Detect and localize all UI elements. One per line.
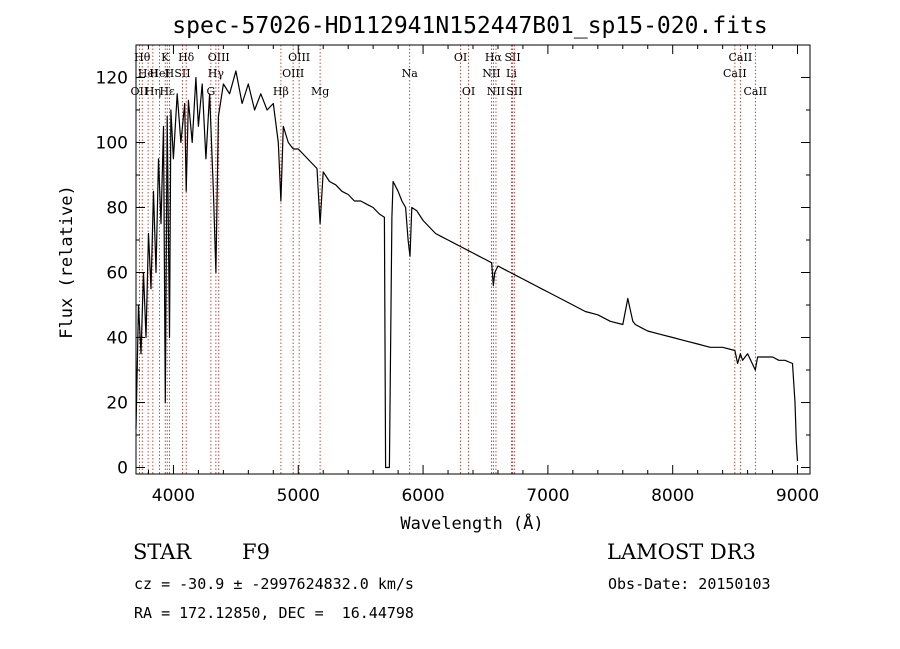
line-marker-label: Na [402,67,419,80]
line-marker-label: SII [174,67,190,80]
line-marker-label: OIII [208,51,230,64]
line-marker-label: NII [482,67,500,80]
axis-ticks: 4000 5000 6000 7000 8000 9000 0 20 40 60 80 100 120 [96,45,819,506]
y-tick-label: 60 [106,264,128,284]
coordinates-line: RA = 172.12850, DEC = 16.44798 [134,604,414,622]
observation-date: Obs-Date: 20150103 [608,575,771,593]
line-marker-label: Hε [160,85,176,98]
spectrum-line [135,70,799,469]
survey-name: LAMOST DR3 [607,540,756,564]
line-marker-label: CaII [723,67,747,80]
line-marker-label: CaII [729,51,753,64]
line-marker-label: OII [131,85,149,98]
object-subclass: F9 [242,540,270,564]
line-marker-label: OI [454,51,467,64]
line-marker-label: SII [504,51,520,64]
x-tick-label: 4000 [152,486,195,506]
line-marker-label: G [206,85,215,98]
line-marker-label: Hθ [134,51,151,64]
line-marker-label: Mg [311,85,329,98]
line-marker-label: Hη [145,85,161,98]
x-tick-label: 9000 [776,486,819,506]
y-tick-label: 20 [106,394,128,414]
y-axis-label: Flux (relative) [57,185,77,339]
y-tick-label: 40 [106,329,128,349]
x-axis-label: Wavelength (Å) [400,512,543,534]
line-marker-label: NII [487,85,505,98]
x-tick-label: 6000 [401,486,444,506]
line-marker-label: Hβ [273,85,289,98]
line-marker-label: OI [462,85,475,98]
plot-frame [135,44,811,475]
y-tick-label: 80 [106,199,128,219]
y-tick-label: 120 [96,69,128,89]
x-tick-label: 5000 [277,486,320,506]
y-tick-label: 100 [96,134,128,154]
line-marker-label: K [161,51,170,64]
line-marker-label: H [165,67,175,80]
line-marker-label: Hα [485,51,503,64]
line-marker-label: Hδ [178,51,195,64]
line-marker-label: Li [506,67,517,80]
line-marker-label: CaII [743,85,767,98]
x-tick-label: 7000 [526,486,569,506]
line-marker-label: SII [506,85,522,98]
line-marker-label: Hγ [208,67,225,80]
object-class: STAR [133,540,192,564]
line-marker-label: OIII [288,51,310,64]
line-marker-label: OIII [282,67,304,80]
x-tick-label: 8000 [651,486,694,506]
line-marker-label: HeI [149,67,169,80]
redshift-line: cz = -30.9 ± -2997624832.0 km/s [134,575,414,593]
chart-title: spec-57026-HD112941N152447B01_sp15-020.f… [172,13,767,39]
y-tick-label: 0 [117,459,128,479]
